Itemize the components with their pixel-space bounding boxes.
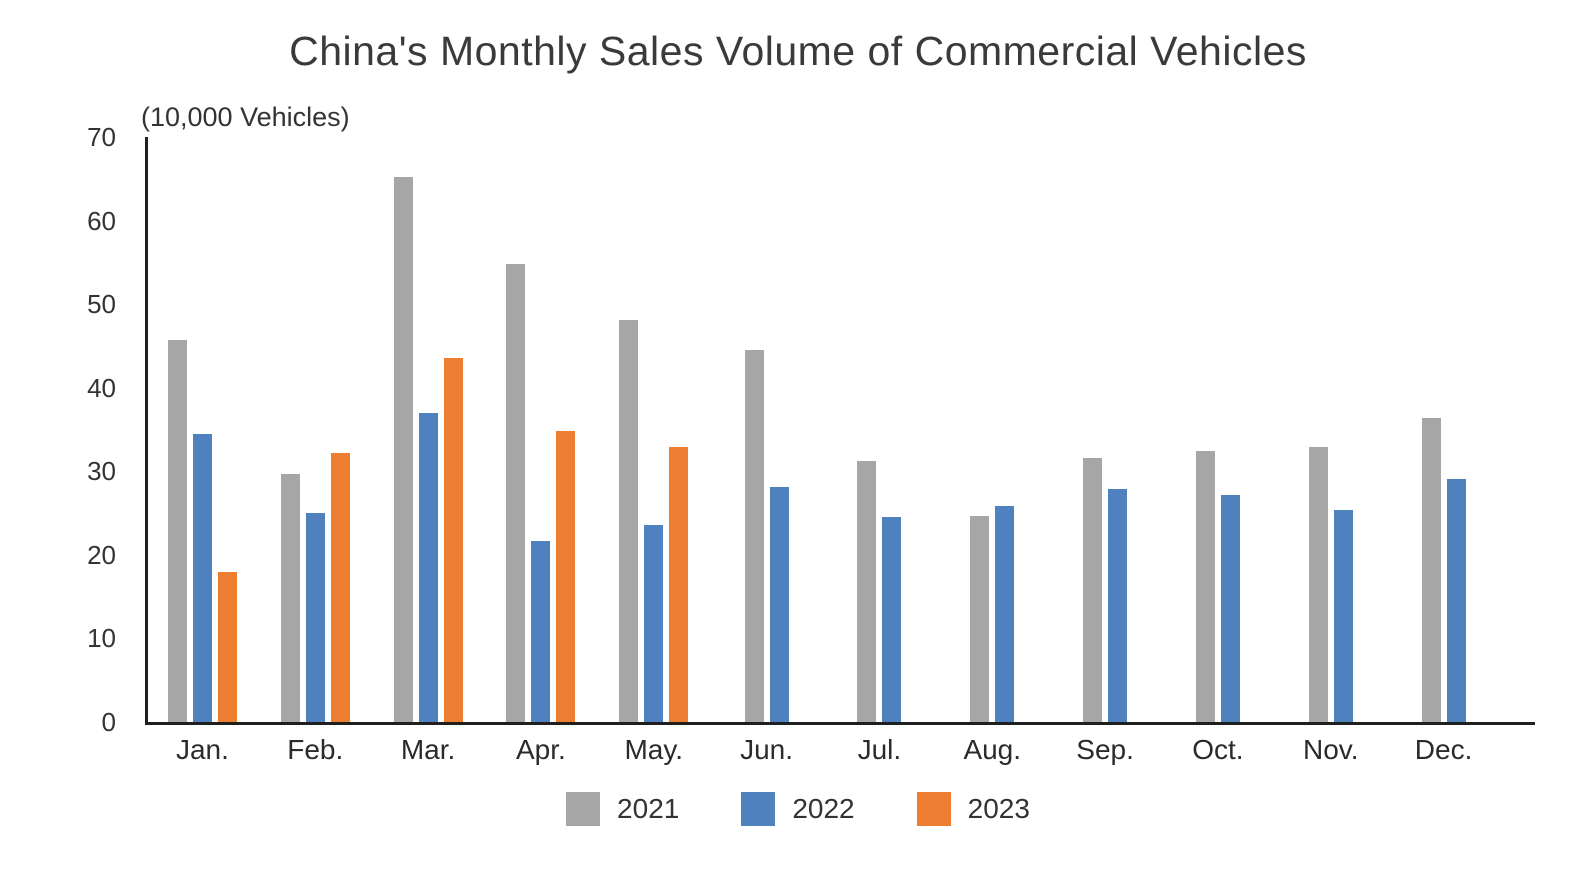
legend-label: 2023 bbox=[967, 793, 1030, 824]
bar-2021-jul bbox=[857, 461, 877, 722]
bar-2022-nov bbox=[1333, 509, 1353, 722]
y-tick-label: 60 bbox=[87, 205, 116, 236]
legend-item-2021: 2021 bbox=[566, 792, 679, 826]
y-axis-unit-label: (10,000 Vehicles) bbox=[141, 102, 350, 132]
bar-2022-feb bbox=[305, 513, 325, 722]
legend-swatch-2023 bbox=[916, 792, 951, 826]
legend-label: 2022 bbox=[792, 793, 855, 824]
bar-2021-oct bbox=[1195, 451, 1215, 722]
legend-item-2023: 2023 bbox=[916, 792, 1030, 826]
legend-item-2022: 2022 bbox=[741, 792, 855, 826]
legend-swatch-2021 bbox=[566, 792, 601, 826]
y-tick-label: 10 bbox=[87, 623, 116, 654]
y-tick-label: 40 bbox=[87, 372, 116, 403]
y-tick-label: 50 bbox=[87, 289, 116, 320]
bar-2022-jan bbox=[192, 433, 212, 722]
bar-2022-dec bbox=[1446, 478, 1466, 722]
legend: 2021 2022 2023 bbox=[0, 792, 1596, 826]
bar-2022-oct bbox=[1220, 494, 1240, 722]
bar-2021-aug bbox=[970, 515, 990, 722]
bar-2022-sep bbox=[1108, 488, 1128, 722]
bar-2021-sep bbox=[1083, 457, 1103, 722]
bar-2023-jan bbox=[217, 571, 237, 722]
bar-2021-jun bbox=[744, 350, 764, 722]
legend-label: 2021 bbox=[617, 793, 680, 824]
x-axis-label: Oct. bbox=[1192, 734, 1244, 765]
bar-2023-may bbox=[669, 447, 689, 722]
x-axis-label: Aug. bbox=[963, 734, 1022, 765]
bar-2023-apr bbox=[556, 431, 576, 722]
bar-2022-aug bbox=[995, 505, 1015, 722]
x-axis-label: Jun. bbox=[740, 734, 794, 765]
bar-2021-apr bbox=[506, 264, 526, 722]
x-axis-label: Mar. bbox=[400, 734, 456, 765]
bar-2021-nov bbox=[1308, 447, 1328, 722]
bar-2023-mar bbox=[443, 358, 463, 722]
y-tick-label: 30 bbox=[87, 456, 116, 487]
bar-2021-feb bbox=[280, 473, 300, 722]
x-axis-label: Jan. bbox=[175, 734, 229, 765]
bar-2022-may bbox=[644, 524, 664, 722]
y-axis-line bbox=[145, 137, 148, 724]
bar-2022-jun bbox=[769, 487, 789, 722]
bar-2021-jan bbox=[167, 340, 187, 722]
bar-2023-feb bbox=[330, 452, 350, 722]
x-axis-label: Jul. bbox=[857, 734, 902, 765]
bar-2021-dec bbox=[1421, 417, 1441, 722]
x-axis-label: Dec. bbox=[1414, 734, 1473, 765]
bar-2022-jul bbox=[882, 517, 902, 722]
bar-2022-apr bbox=[531, 541, 551, 722]
bar-2021-mar bbox=[393, 177, 413, 722]
y-tick-label: 20 bbox=[87, 539, 116, 570]
x-axis-line bbox=[145, 722, 1535, 725]
y-tick-label: 0 bbox=[101, 707, 116, 737]
x-axis-label: Feb. bbox=[287, 734, 344, 765]
x-axis-label: May. bbox=[624, 734, 684, 765]
chart-title: China's Monthly Sales Volume of Commerci… bbox=[289, 28, 1307, 74]
legend-swatch-2022 bbox=[741, 792, 776, 826]
x-axis-label: Sep. bbox=[1076, 734, 1134, 765]
y-tick-label: 70 bbox=[87, 122, 116, 152]
x-axis-label: Nov. bbox=[1303, 734, 1359, 765]
x-axis-label: Apr. bbox=[516, 734, 566, 765]
bar-2022-mar bbox=[418, 412, 438, 722]
bar-2021-may bbox=[619, 320, 639, 722]
